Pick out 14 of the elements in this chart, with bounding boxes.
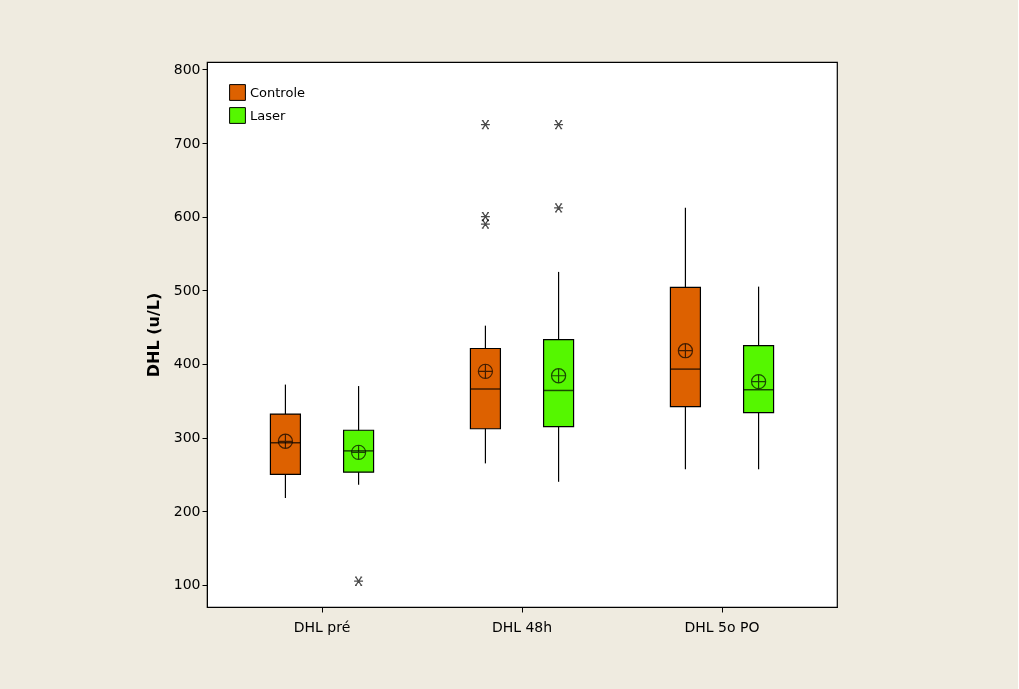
y-tick-label: 800	[173, 60, 201, 77]
x-tick-label: DHL 5o PO	[684, 618, 760, 635]
y-tick-label: 700	[173, 134, 201, 151]
y-axis-title: DHL (u/L)	[143, 292, 163, 378]
y-tick-label: 400	[173, 355, 201, 372]
legend-label: Controle	[250, 84, 305, 100]
y-tick-label: 300	[173, 429, 201, 446]
x-tick-label: DHL pré	[293, 618, 351, 635]
x-tick-label: DHL 48h	[491, 618, 553, 635]
y-tick-label: 500	[173, 281, 201, 298]
y-tick-label: 200	[173, 502, 201, 519]
legend-label: Laser	[250, 107, 286, 123]
y-tick-label: 600	[173, 208, 201, 225]
y-tick-label: 100	[173, 576, 201, 593]
